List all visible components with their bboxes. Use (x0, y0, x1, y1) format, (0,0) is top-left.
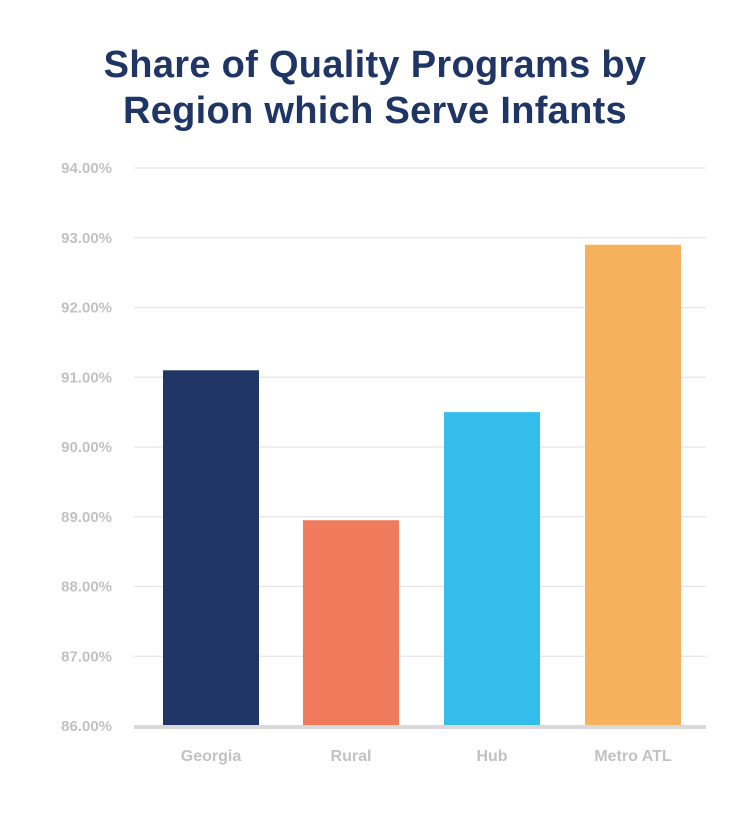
chart-title-line-1: Share of Quality Programs by (103, 44, 647, 86)
y-tick-label: 92.00% (61, 300, 112, 317)
x-category-label-hub: Hub (476, 748, 507, 765)
y-tick-label: 93.00% (61, 230, 112, 247)
bar-georgia (163, 370, 259, 726)
chart-title: Share of Quality Programs by Region whic… (0, 42, 750, 134)
x-category-label-metro-atl: Metro ATL (594, 748, 672, 765)
x-axis-category-labels: Georgia Rural Hub Metro ATL (181, 748, 672, 765)
chart-title-line-2: Region which Serve Infants (122, 90, 627, 132)
y-tick-label: 94.00% (61, 160, 112, 177)
bar-rural (303, 520, 399, 726)
y-tick-label: 88.00% (61, 579, 112, 596)
y-tick-label: 87.00% (61, 648, 112, 665)
x-category-label-rural: Rural (331, 748, 372, 765)
bar-metro-atl (585, 244, 681, 726)
bars (163, 244, 681, 726)
y-tick-label: 90.00% (61, 439, 112, 456)
bar-hub (444, 412, 540, 726)
x-category-label-georgia: Georgia (181, 748, 242, 765)
y-tick-label: 91.00% (61, 369, 112, 386)
y-tick-label: 86.00% (61, 718, 112, 735)
y-tick-label: 89.00% (61, 509, 112, 526)
y-axis-tick-labels: 86.00% 87.00% 88.00% 89.00% 90.00% 91.00% 92.0… (61, 160, 112, 735)
